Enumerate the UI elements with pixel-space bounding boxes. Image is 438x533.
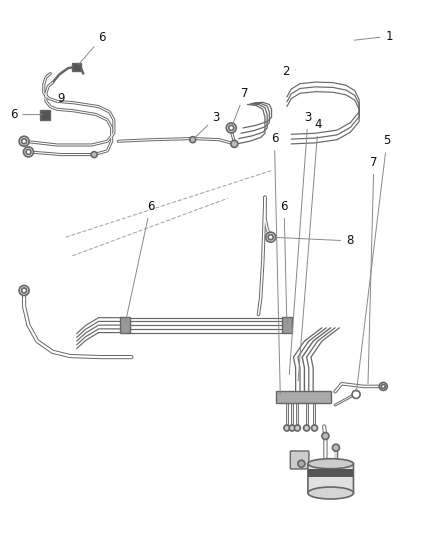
Circle shape (21, 139, 27, 144)
Circle shape (229, 125, 234, 131)
Circle shape (231, 140, 238, 148)
Text: 5: 5 (357, 134, 391, 392)
FancyBboxPatch shape (308, 464, 353, 493)
Circle shape (379, 382, 387, 391)
Text: 7: 7 (368, 156, 378, 384)
Text: 9: 9 (57, 92, 64, 105)
Bar (40, 110, 50, 119)
FancyBboxPatch shape (290, 451, 309, 469)
Text: 6: 6 (280, 200, 288, 322)
Circle shape (26, 149, 31, 155)
Text: 6: 6 (10, 108, 42, 121)
Text: 6: 6 (125, 200, 154, 322)
Circle shape (322, 432, 329, 440)
Text: 8: 8 (273, 235, 353, 247)
Bar (282, 317, 292, 333)
Text: 3: 3 (289, 111, 312, 375)
Text: 6: 6 (78, 31, 106, 64)
Circle shape (311, 425, 318, 431)
Text: 2: 2 (283, 66, 296, 78)
Circle shape (190, 136, 196, 143)
Circle shape (284, 425, 290, 431)
Circle shape (381, 384, 385, 389)
Bar (276, 391, 331, 403)
Circle shape (352, 390, 360, 399)
Circle shape (226, 123, 236, 133)
Text: 3: 3 (195, 111, 220, 138)
Ellipse shape (308, 459, 353, 469)
Text: 6: 6 (271, 132, 280, 394)
Bar (72, 62, 81, 71)
Circle shape (21, 288, 27, 293)
Text: 1: 1 (354, 30, 393, 43)
Circle shape (91, 151, 97, 158)
Circle shape (19, 136, 29, 146)
Circle shape (332, 444, 339, 451)
Circle shape (304, 425, 310, 431)
Circle shape (266, 232, 276, 242)
Bar (120, 317, 130, 333)
Text: 7: 7 (232, 87, 248, 125)
Circle shape (268, 235, 273, 240)
Circle shape (24, 147, 33, 157)
Ellipse shape (308, 487, 353, 499)
Bar (308, 469, 353, 477)
Text: 4: 4 (298, 118, 322, 381)
Circle shape (298, 460, 305, 467)
Circle shape (294, 425, 300, 431)
Circle shape (289, 425, 295, 431)
Circle shape (19, 286, 29, 295)
